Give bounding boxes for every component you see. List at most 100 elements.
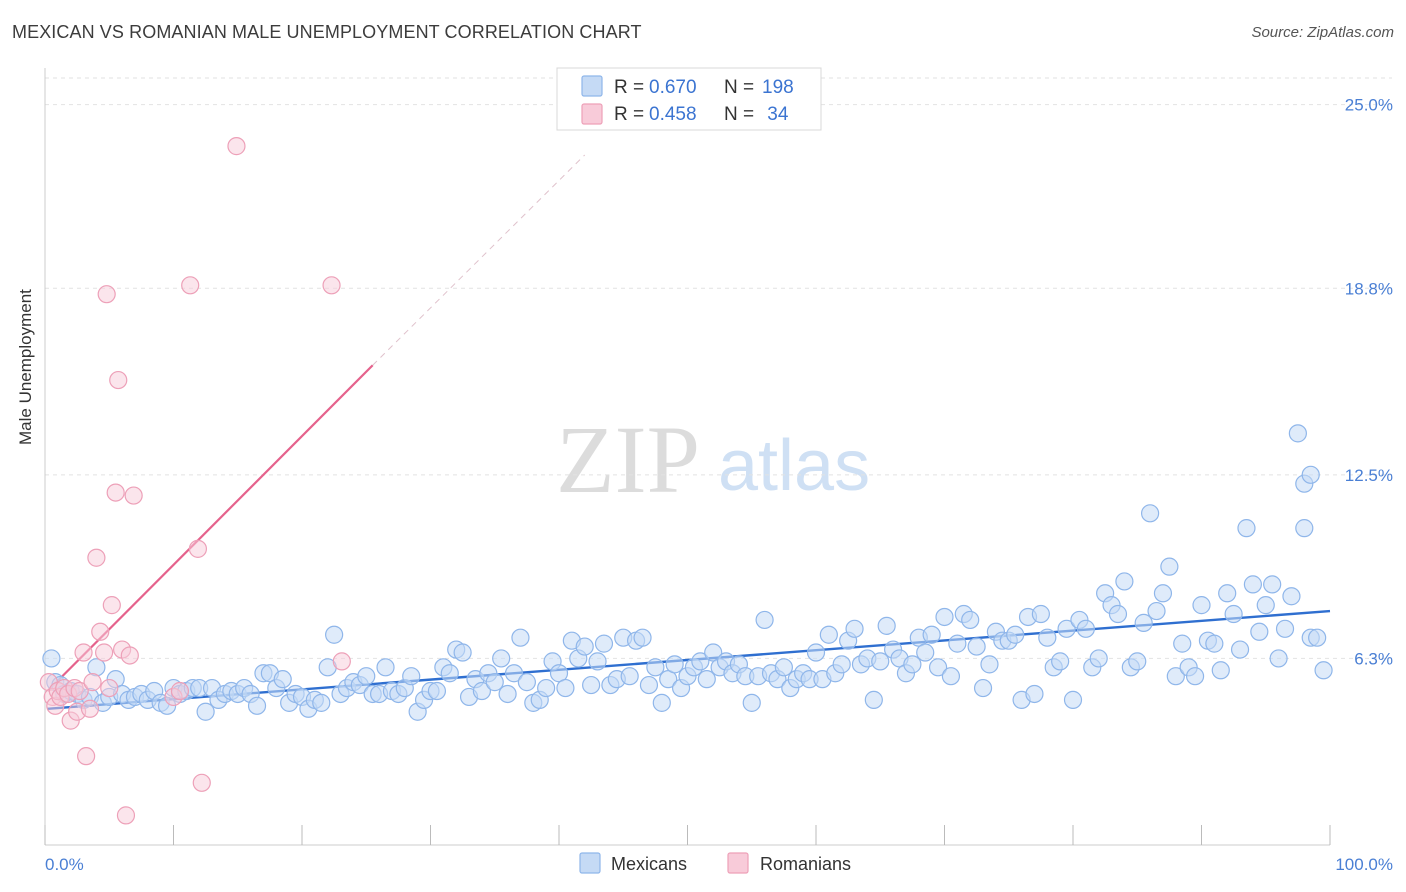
data-point-romanians[interactable] <box>100 678 119 698</box>
data-point-mexicans[interactable] <box>935 607 954 627</box>
data-point-mexicans[interactable] <box>1025 684 1044 704</box>
data-point-mexicans[interactable] <box>453 643 472 662</box>
data-point-mexicans[interactable] <box>1211 661 1230 680</box>
data-point-mexicans[interactable] <box>582 675 601 695</box>
data-point-mexicans[interactable] <box>1006 625 1025 644</box>
data-point-mexicans[interactable] <box>877 616 896 635</box>
data-point-romanians[interactable] <box>322 276 341 295</box>
data-point-mexicans[interactable] <box>755 610 774 630</box>
data-point-mexicans[interactable] <box>1031 604 1050 624</box>
data-point-romanians[interactable] <box>109 370 128 390</box>
data-point-mexicans[interactable] <box>357 667 376 686</box>
data-point-mexicans[interactable] <box>742 693 761 712</box>
data-point-mexicans[interactable] <box>980 655 999 674</box>
data-point-mexicans[interactable] <box>472 681 491 701</box>
data-point-mexicans[interactable] <box>1108 604 1128 624</box>
data-point-mexicans[interactable] <box>961 610 980 630</box>
data-point-mexicans[interactable] <box>427 681 447 701</box>
data-point-mexicans[interactable] <box>1314 661 1333 680</box>
data-point-mexicans[interactable] <box>967 637 986 656</box>
data-point-romanians[interactable] <box>102 596 121 615</box>
data-point-romanians[interactable] <box>332 652 351 671</box>
data-point-mexicans[interactable] <box>691 652 710 671</box>
data-point-mexicans[interactable] <box>832 655 851 674</box>
data-point-mexicans[interactable] <box>1057 619 1076 638</box>
data-point-mexicans[interactable] <box>1237 519 1256 538</box>
data-point-mexicans[interactable] <box>556 678 575 698</box>
data-point-mexicans[interactable] <box>871 652 890 671</box>
data-point-romanians[interactable] <box>181 276 200 295</box>
data-point-mexicans[interactable] <box>633 628 652 647</box>
data-point-romanians[interactable] <box>227 137 246 156</box>
legend-swatch-romanians[interactable] <box>727 852 749 874</box>
data-point-romanians[interactable] <box>120 646 139 665</box>
data-point-romanians[interactable] <box>74 643 93 662</box>
data-point-mexicans[interactable] <box>273 670 292 689</box>
data-point-romanians[interactable] <box>116 806 136 825</box>
data-point-mexicans[interactable] <box>1128 652 1147 671</box>
legend-label-romanians[interactable]: Romanians <box>760 854 851 874</box>
data-point-mexicans[interactable] <box>665 655 684 674</box>
data-point-romanians[interactable] <box>83 673 102 692</box>
data-point-mexicans[interactable] <box>1192 596 1211 615</box>
data-point-romanians[interactable] <box>77 747 96 766</box>
data-point-romanians[interactable] <box>80 699 100 718</box>
data-point-mexicans[interactable] <box>1275 619 1295 638</box>
data-point-mexicans[interactable] <box>973 678 993 698</box>
data-point-mexicans[interactable] <box>440 664 459 683</box>
data-point-mexicans[interactable] <box>652 693 671 712</box>
data-point-romanians[interactable] <box>97 285 116 304</box>
data-point-mexicans[interactable] <box>1256 596 1275 615</box>
data-point-mexicans[interactable] <box>1076 619 1095 638</box>
data-point-mexicans[interactable] <box>774 658 793 677</box>
data-point-romanians[interactable] <box>188 539 208 558</box>
data-point-mexicans[interactable] <box>247 696 267 715</box>
data-point-mexicans[interactable] <box>806 643 826 662</box>
data-point-mexicans[interactable] <box>1185 667 1205 686</box>
data-point-mexicans[interactable] <box>1160 557 1179 576</box>
legend-swatch-mexicans[interactable] <box>579 852 601 874</box>
data-point-romanians[interactable] <box>170 681 190 701</box>
data-point-mexicans[interactable] <box>588 652 607 671</box>
data-point-mexicans[interactable] <box>42 649 61 668</box>
data-point-mexicans[interactable] <box>1263 575 1282 594</box>
data-point-mexicans[interactable] <box>1282 587 1301 606</box>
data-point-mexicans[interactable] <box>1250 622 1269 641</box>
data-point-romanians[interactable] <box>124 486 143 505</box>
data-point-mexicans[interactable] <box>639 675 659 695</box>
data-point-mexicans[interactable] <box>594 634 614 653</box>
data-point-mexicans[interactable] <box>928 658 948 677</box>
data-point-mexicans[interactable] <box>1166 667 1185 686</box>
data-point-romanians[interactable] <box>91 622 110 641</box>
data-point-mexicans[interactable] <box>903 655 922 674</box>
data-point-mexicans[interactable] <box>485 673 504 692</box>
data-point-mexicans[interactable] <box>864 690 883 709</box>
data-point-mexicans[interactable] <box>1147 601 1166 621</box>
data-point-mexicans[interactable] <box>196 702 215 721</box>
data-point-mexicans[interactable] <box>511 628 530 647</box>
data-point-mexicans[interactable] <box>1205 634 1224 653</box>
data-point-mexicans[interactable] <box>1153 584 1173 603</box>
data-point-mexicans[interactable] <box>312 693 331 712</box>
data-point-mexicans[interactable] <box>1224 604 1243 624</box>
data-point-mexicans[interactable] <box>575 637 594 656</box>
data-point-mexicans[interactable] <box>948 634 967 653</box>
data-point-mexicans[interactable] <box>498 684 517 704</box>
data-point-mexicans[interactable] <box>1308 628 1327 647</box>
data-point-mexicans[interactable] <box>1140 504 1160 523</box>
data-point-mexicans[interactable] <box>916 643 935 662</box>
data-point-mexicans[interactable] <box>537 678 556 698</box>
data-point-mexicans[interactable] <box>1115 572 1134 591</box>
data-point-mexicans[interactable] <box>1063 690 1083 709</box>
data-point-mexicans[interactable] <box>504 664 524 683</box>
data-point-mexicans[interactable] <box>1134 613 1153 632</box>
data-point-mexicans[interactable] <box>1218 584 1237 603</box>
data-point-romanians[interactable] <box>95 643 114 662</box>
data-point-mexicans[interactable] <box>1295 519 1314 538</box>
data-point-mexicans[interactable] <box>620 667 639 686</box>
data-point-mexicans[interactable] <box>941 667 961 686</box>
data-point-mexicans[interactable] <box>1051 652 1070 671</box>
data-point-mexicans[interactable] <box>819 625 838 644</box>
data-point-mexicans[interactable] <box>646 658 665 677</box>
data-point-mexicans[interactable] <box>1038 628 1057 647</box>
